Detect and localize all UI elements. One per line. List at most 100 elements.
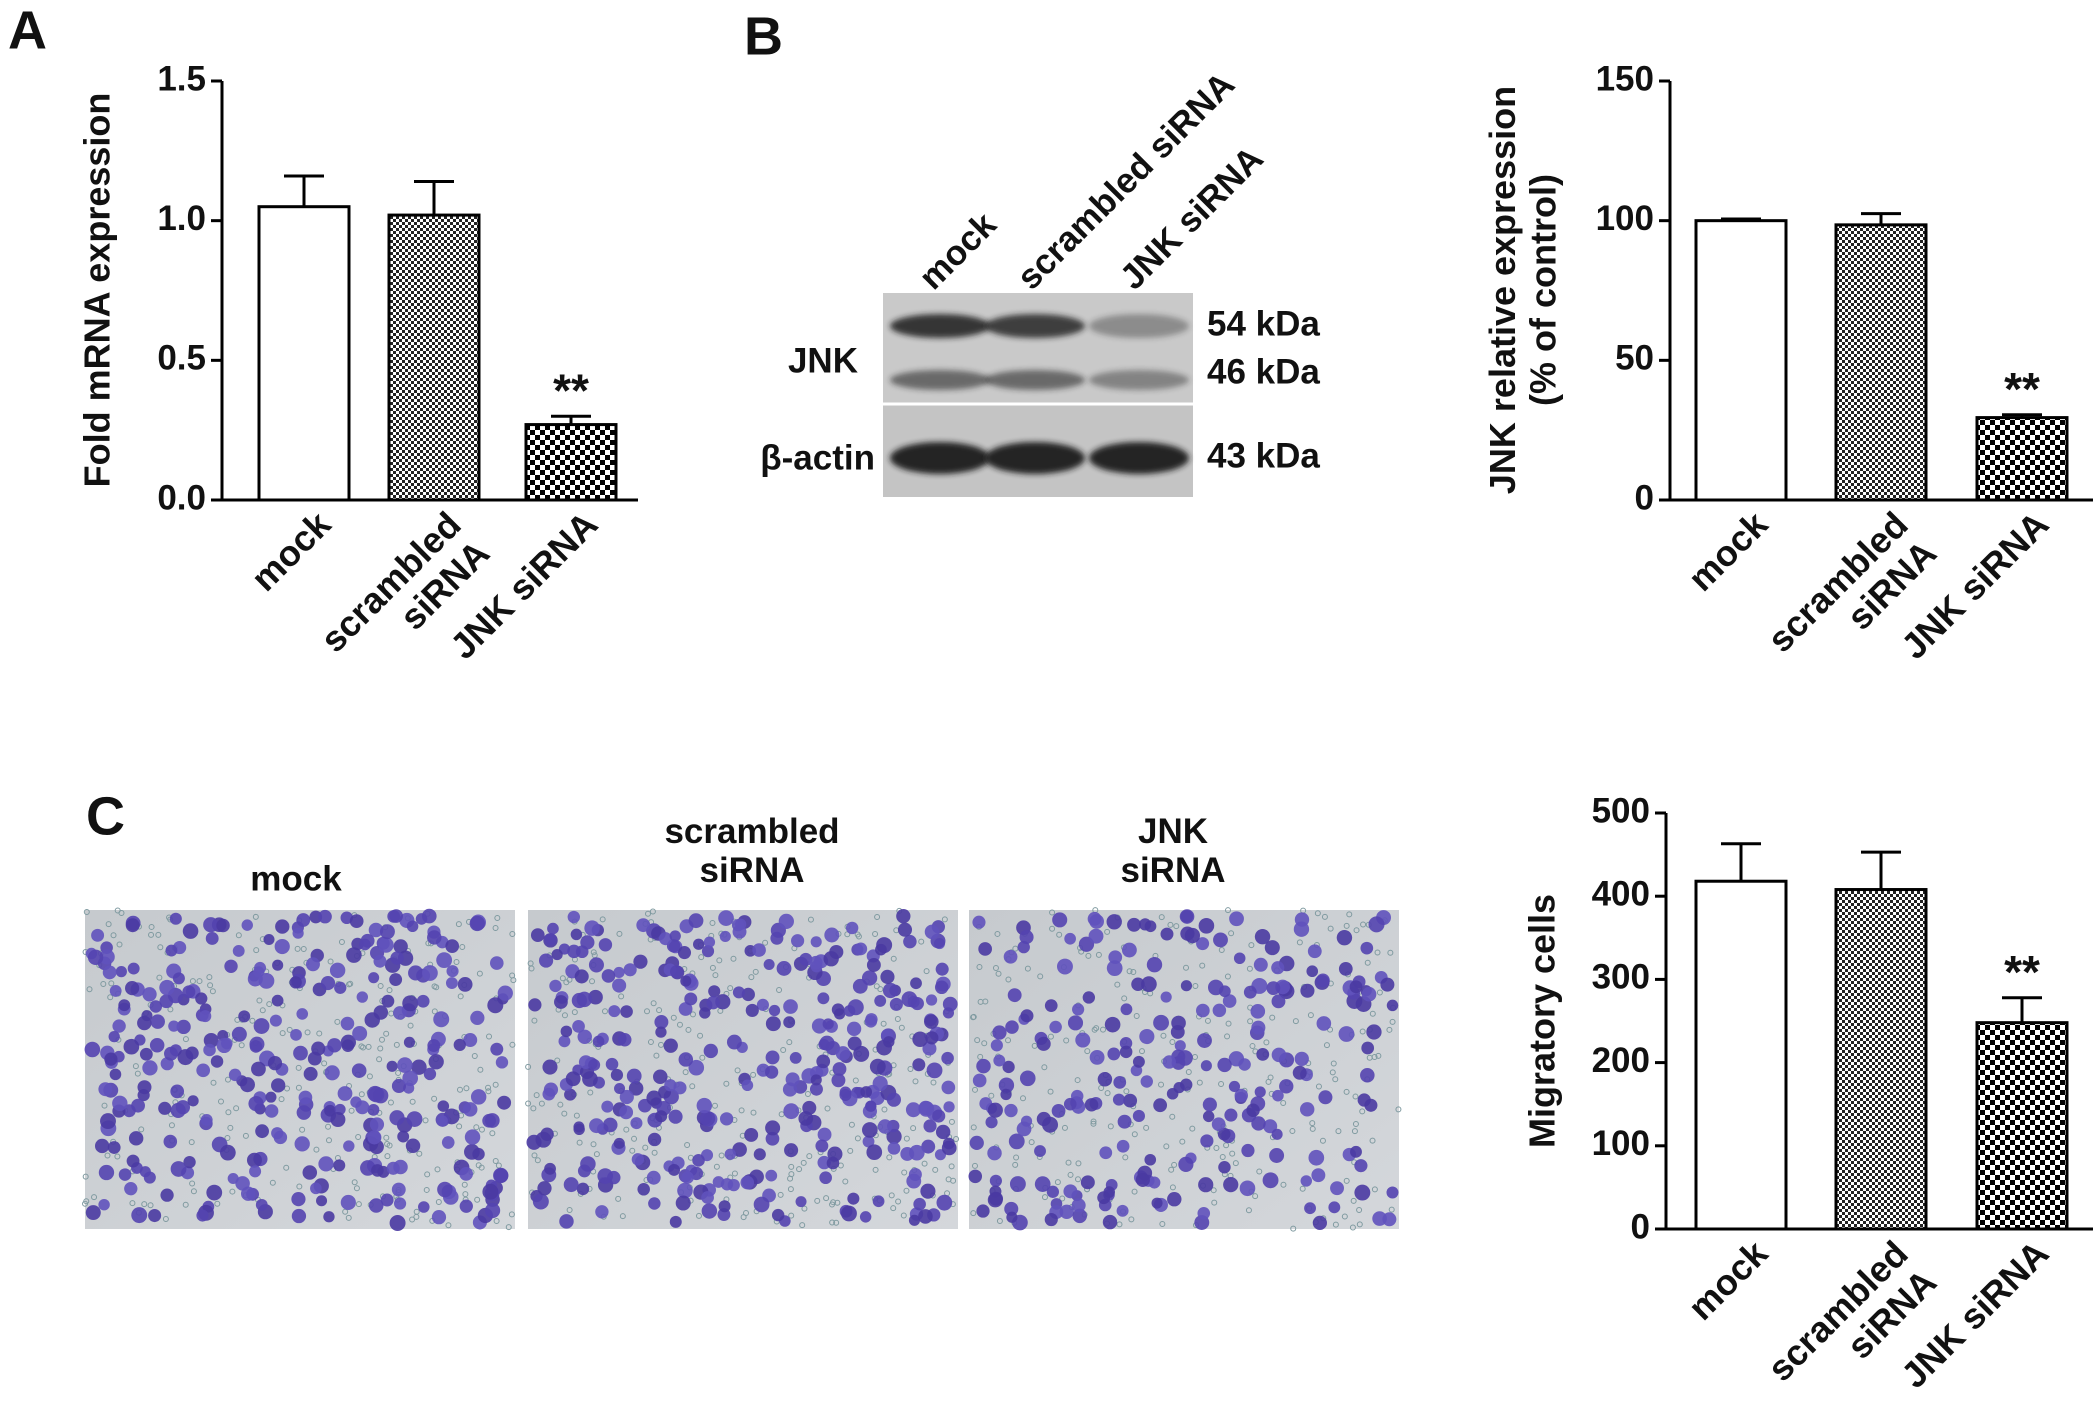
y-tick-label: 500: [1592, 791, 1650, 830]
cell: [139, 1047, 153, 1061]
pore: [347, 980, 354, 987]
pore: [872, 1166, 879, 1173]
pore: [1104, 1090, 1111, 1097]
cell: [124, 1182, 138, 1196]
pore: [105, 921, 112, 928]
pore: [509, 1041, 516, 1048]
cell: [532, 1193, 549, 1210]
cell: [978, 942, 992, 956]
cell: [367, 1130, 382, 1145]
pore: [129, 1200, 136, 1207]
pore: [618, 993, 625, 1000]
pore: [1352, 1120, 1359, 1127]
cell: [397, 1130, 410, 1143]
cell: [405, 1138, 421, 1153]
cell: [1271, 994, 1286, 1009]
cell: [810, 936, 822, 948]
cell: [1316, 973, 1330, 988]
pore: [91, 1194, 98, 1201]
pore: [533, 1092, 540, 1099]
cell: [1116, 1139, 1130, 1153]
cell: [799, 952, 813, 966]
cell: [1167, 1192, 1182, 1207]
pore: [138, 1126, 145, 1133]
cell: [1254, 1086, 1266, 1098]
cell: [275, 919, 290, 934]
pore: [1386, 1026, 1393, 1033]
pore: [1360, 921, 1367, 928]
cell: [678, 1052, 694, 1067]
pore: [576, 1139, 583, 1146]
pore: [953, 1136, 960, 1143]
pore: [730, 955, 737, 962]
cell: [203, 1043, 216, 1057]
cell: [239, 1077, 255, 1093]
y-tick-label: 200: [1592, 1041, 1650, 1080]
cell: [1072, 1003, 1085, 1016]
cell: [459, 1199, 473, 1213]
pore: [1091, 1026, 1098, 1033]
pore: [313, 1146, 320, 1153]
cell: [1307, 944, 1322, 959]
cell: [1197, 1206, 1211, 1220]
cell: [1212, 1003, 1227, 1018]
y-tick-label: 0: [1635, 478, 1654, 517]
cell: [1034, 1176, 1051, 1192]
pore: [424, 1171, 431, 1178]
pore: [476, 970, 483, 977]
cell: [943, 1101, 955, 1113]
cell: [1180, 926, 1195, 941]
cell: [969, 1135, 984, 1151]
pore: [387, 1099, 394, 1106]
cell: [324, 1065, 340, 1081]
cell: [421, 965, 438, 981]
pore: [86, 986, 93, 993]
pore: [787, 1175, 794, 1182]
pore: [351, 1179, 358, 1186]
pore: [377, 1045, 384, 1052]
cell: [619, 1105, 634, 1120]
cell: [582, 1071, 598, 1087]
cell: [221, 1037, 233, 1050]
cell: [741, 1079, 754, 1092]
cell: [626, 1068, 642, 1084]
cell: [703, 936, 716, 948]
cell: [427, 930, 442, 945]
pore: [538, 1100, 545, 1107]
pore: [1122, 1154, 1129, 1161]
cell: [753, 1196, 770, 1213]
pore: [445, 1222, 452, 1229]
pore: [1059, 1195, 1066, 1202]
pore: [1256, 1168, 1263, 1175]
pore: [1104, 928, 1111, 935]
pore: [631, 1135, 638, 1142]
cell: [1071, 1198, 1086, 1213]
cell: [571, 992, 587, 1009]
pore: [901, 1169, 908, 1176]
pore: [971, 1162, 978, 1169]
cell: [589, 1118, 604, 1134]
cell: [482, 1183, 499, 1200]
pore: [804, 1090, 811, 1097]
cell: [526, 1134, 542, 1150]
cell: [992, 1025, 1007, 1040]
pore: [801, 1205, 808, 1212]
cell: [150, 1014, 165, 1029]
cell: [389, 1215, 406, 1231]
cell: [290, 1028, 302, 1041]
pore: [554, 1057, 561, 1064]
pore: [525, 1063, 532, 1070]
cell: [1300, 1102, 1315, 1117]
cell: [559, 1214, 574, 1229]
pore: [823, 1195, 830, 1202]
cell: [428, 1054, 444, 1070]
cell: [126, 1154, 140, 1168]
row-label: β-actin: [760, 438, 875, 477]
pore: [697, 1032, 704, 1039]
cell: [595, 1205, 609, 1219]
cell: [390, 951, 404, 965]
cell: [1072, 1208, 1087, 1224]
pore: [977, 1053, 984, 1060]
cell: [1009, 1176, 1026, 1192]
cell: [827, 1146, 843, 1162]
